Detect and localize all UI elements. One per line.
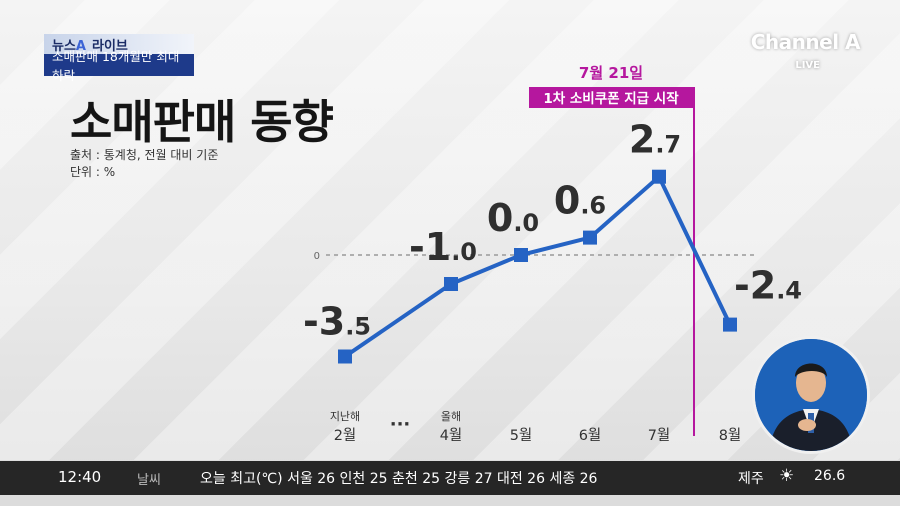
x-tick-label-top: 지난해 xyxy=(330,409,360,423)
background xyxy=(0,0,900,460)
data-point xyxy=(514,248,528,262)
news-brand: 뉴스A xyxy=(52,38,86,54)
news-ticker: 12:40 날씨 오늘 최고(℃) 서울 26 인천 25 춘천 25 강릉 2… xyxy=(0,461,900,495)
data-label: -3.5 xyxy=(303,300,371,344)
data-point xyxy=(652,169,666,184)
interpreter-figure xyxy=(755,339,867,451)
annotation-date: 7월 21일 xyxy=(579,64,643,82)
ticker-time: 12:40 xyxy=(58,468,102,486)
zero-baseline-label: 0 xyxy=(314,251,320,262)
annotation-label: 1차 소비쿠폰 지급 시작 xyxy=(543,90,679,107)
x-tick-label-top: 올해 xyxy=(441,409,461,423)
x-tick-label: 5월 xyxy=(510,427,533,444)
x-axis-ellipsis: ··· xyxy=(390,414,411,435)
annotation-box xyxy=(529,87,694,108)
data-label: -1.0 xyxy=(409,225,477,269)
ticker-city: 제주 xyxy=(738,471,764,487)
data-label: 0.0 xyxy=(487,196,539,240)
sign-language-interpreter xyxy=(752,336,870,454)
news-live-badge: 뉴스A 라이브 소매판매 18개월만 최대 하락 xyxy=(44,34,194,83)
data-label: -2.4 xyxy=(734,264,802,308)
x-tick-label: 4월 xyxy=(440,427,463,444)
sun-icon: ☀ xyxy=(779,466,795,486)
channel-logo: Channel A xyxy=(750,30,861,54)
data-point xyxy=(723,317,737,332)
x-tick-label: 7월 xyxy=(648,427,671,444)
data-point xyxy=(444,277,458,291)
ticker-temperature: 26.6 xyxy=(814,468,846,484)
data-point xyxy=(583,230,597,245)
data-label: 2.7 xyxy=(629,118,681,162)
live-indicator: LIVE xyxy=(795,60,820,71)
data-point xyxy=(338,349,352,364)
line-chart: 0 7월 21일 1차 소비쿠폰 지급 시작 -3.5 -1.00.0 0.6 2.7 -2.… xyxy=(303,64,802,444)
chart-title: 소매판매 동향 xyxy=(70,95,334,149)
news-show-name: 라이브 xyxy=(91,38,128,54)
x-tick-label: 8월 xyxy=(719,427,742,444)
chart-source: 출처 : 통계청, 전월 대비 기준 단위 : % xyxy=(70,147,218,181)
unit-line: 단위 : % xyxy=(70,165,116,179)
source-line: 출처 : 통계청, 전월 대비 기준 xyxy=(70,148,219,162)
ticker-weather-text: 오늘 최고(℃) 서울 26 인천 25 춘천 25 강릉 27 대전 26 세… xyxy=(200,471,598,487)
news-badge-top: 뉴스A 라이브 xyxy=(44,34,194,54)
x-tick-label: 2월 xyxy=(334,427,357,444)
series-line xyxy=(343,174,732,359)
x-tick-label: 6월 xyxy=(579,427,602,444)
data-label: 0.6 xyxy=(554,179,606,223)
ticker-weather-label: 날씨 xyxy=(137,473,161,488)
